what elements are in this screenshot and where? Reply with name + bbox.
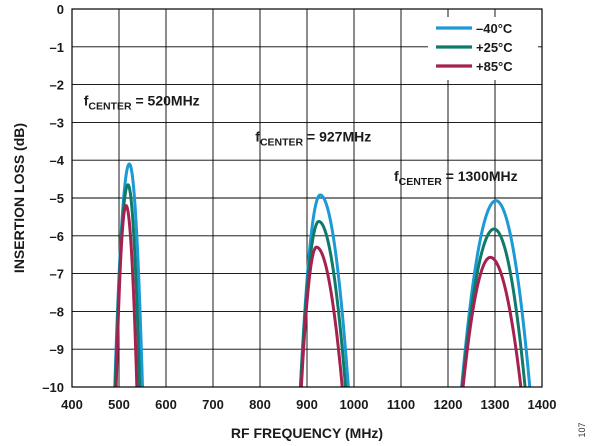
legend-label: –40°C [476, 21, 513, 36]
ann-value: = 927MHz [303, 128, 371, 144]
y-axis-label: INSERTION LOSS (dB) [11, 123, 27, 273]
series-curves [113, 162, 532, 387]
center-frequency-label: fCENTER = 520MHz [84, 92, 200, 112]
ann-subscript: CENTER [399, 176, 443, 188]
y-tick-label: –3 [50, 115, 64, 130]
ann-value: = 1300MHz [442, 168, 518, 184]
x-tick-label: 1400 [528, 397, 557, 412]
ann-prefix: f [255, 128, 260, 144]
x-axis-tick-labels: 400 500 600 700 800 900 1000 1100 1200 1300 1400 [61, 397, 556, 412]
x-tick-label: 700 [202, 397, 224, 412]
ann-prefix: f [394, 168, 399, 184]
y-tick-label: –10 [42, 380, 64, 395]
x-tick-label: 1200 [434, 397, 463, 412]
center-frequency-label: fCENTER = 1300MHz [394, 168, 518, 188]
x-tick-label: 1300 [481, 397, 510, 412]
legend-label: +25°C [476, 40, 513, 55]
x-axis-label: RF FREQUENCY (MHz) [231, 425, 383, 441]
ann-subscript: CENTER [260, 136, 304, 148]
x-tick-label: 800 [249, 397, 271, 412]
legend: –40°C +25°C +85°C [428, 17, 538, 80]
x-tick-label: 400 [61, 397, 83, 412]
x-tick-label: 600 [155, 397, 177, 412]
series-curve [460, 227, 527, 387]
y-tick-label: 0 [57, 2, 64, 17]
legend-label: +85°C [476, 59, 513, 74]
ann-prefix: f [84, 92, 89, 108]
figure-id: 107 [577, 422, 587, 437]
plot-frame [71, 8, 543, 388]
ann-subscript: CENTER [88, 100, 132, 112]
series-curve [461, 255, 523, 387]
y-tick-label: –9 [50, 342, 64, 357]
x-tick-label: 900 [296, 397, 318, 412]
series-clip-group [113, 162, 532, 387]
y-tick-label: –1 [50, 40, 64, 55]
y-tick-label: –5 [50, 191, 64, 206]
series-curve [114, 204, 139, 387]
center-frequency-label: fCENTER = 927MHz [255, 128, 371, 148]
y-tick-label: –6 [50, 229, 64, 244]
y-tick-label: –8 [50, 304, 64, 319]
x-tick-label: 500 [108, 397, 130, 412]
series-curve [460, 199, 532, 387]
ann-value: = 520MHz [132, 92, 200, 108]
y-tick-label: –2 [50, 78, 64, 93]
series-curve [299, 245, 344, 387]
y-tick-label: –4 [50, 153, 65, 168]
y-axis-tick-labels: 0 –1 –2 –3 –4 –5 –6 –7 –8 –9 –10 [42, 2, 64, 395]
x-tick-label: 1100 [387, 397, 415, 412]
x-tick-label: 1000 [340, 397, 369, 412]
y-tick-label: –7 [50, 267, 64, 282]
